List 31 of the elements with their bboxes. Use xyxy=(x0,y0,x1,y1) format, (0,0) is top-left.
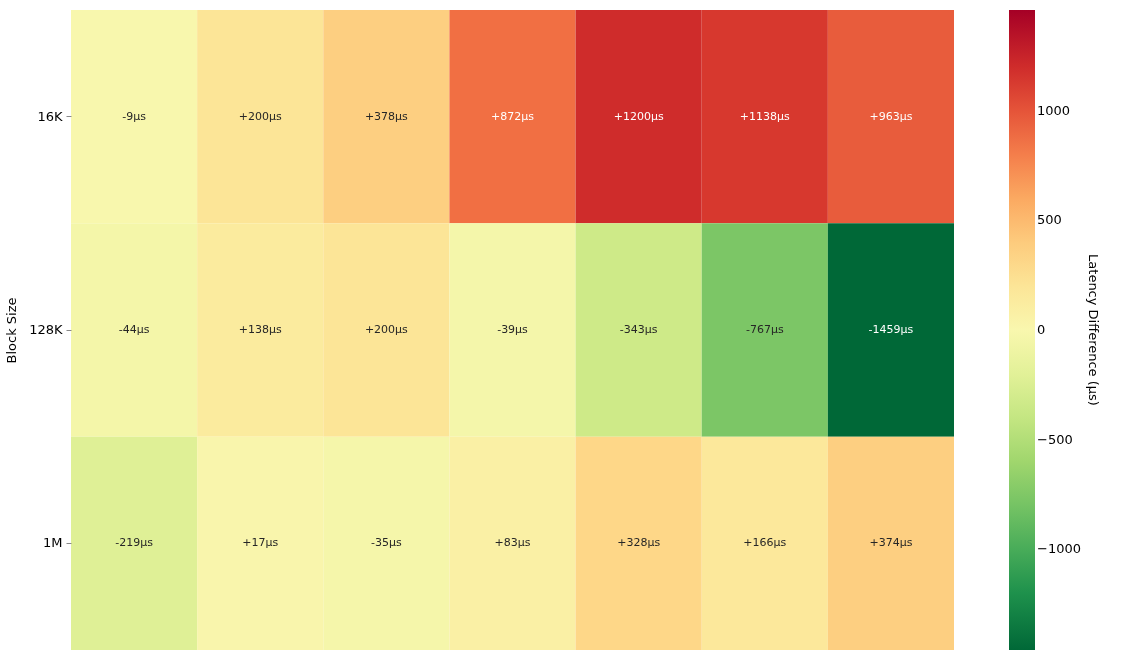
data-label: +328µs xyxy=(617,536,661,550)
y-tick-label: 128K xyxy=(29,322,63,337)
data-label: -343µs xyxy=(619,323,658,336)
data-label: +1138µs xyxy=(739,109,791,123)
data-label: +138µs xyxy=(238,323,282,336)
data-label: -767µs xyxy=(745,323,784,336)
data-label: -219µs xyxy=(115,536,154,550)
data-label: -44µs xyxy=(118,323,150,336)
data-label: +378µs xyxy=(364,109,409,123)
data-label: -39µs xyxy=(497,323,529,336)
data-label: +374µs xyxy=(869,536,913,550)
color-bar-label: 1000 xyxy=(1037,102,1071,118)
y-tick-label: 16K xyxy=(37,108,63,124)
data-label: +1200µs xyxy=(613,109,664,123)
color-bar-label: −1000 xyxy=(1037,541,1081,557)
data-label: +872µs xyxy=(491,109,535,123)
color-bar-label: 500 xyxy=(1037,212,1062,228)
color-bar-label: 0 xyxy=(1037,322,1046,337)
data-label: -1459µs xyxy=(868,323,914,336)
data-label: +83µs xyxy=(494,536,531,550)
data-label: +17µs xyxy=(242,536,279,550)
data-label: -9µs xyxy=(122,109,147,123)
data-label: +166µs xyxy=(743,536,787,550)
data-label: +963µs xyxy=(869,109,913,123)
data-label: +200µs xyxy=(364,323,409,336)
color-bar-title: Latency Difference (µs) xyxy=(1086,254,1101,406)
data-label: +200µs xyxy=(238,109,282,123)
y-tick-label: 1M xyxy=(43,535,63,551)
color-bar-label: −500 xyxy=(1037,431,1073,447)
data-label: -35µs xyxy=(371,536,402,550)
y-axis-title: Block Size xyxy=(4,297,20,364)
